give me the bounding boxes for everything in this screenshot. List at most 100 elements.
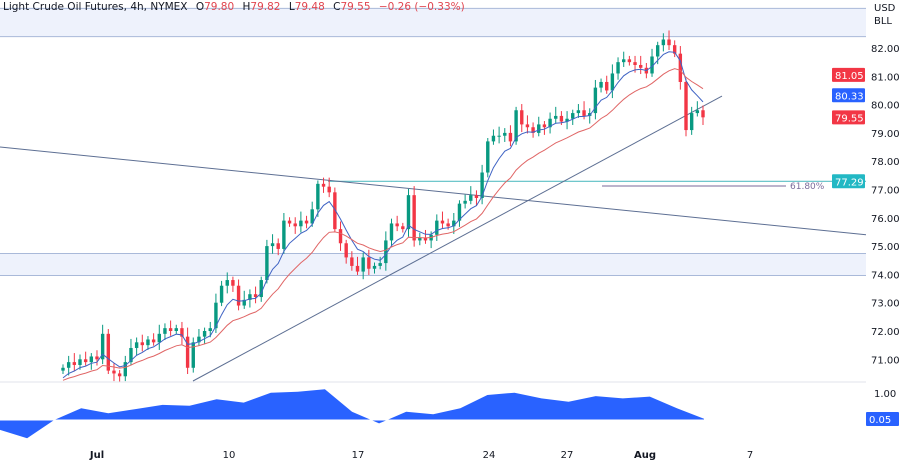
candle-body bbox=[214, 302, 218, 329]
candle-body bbox=[253, 294, 258, 298]
candle-body bbox=[525, 124, 530, 128]
last-price-tag-bg bbox=[832, 110, 865, 125]
candle-body bbox=[661, 39, 666, 46]
price-tick: 74.00 bbox=[871, 270, 900, 281]
candle-body bbox=[361, 257, 365, 272]
change-value: −0.26 (−0.33%) bbox=[378, 1, 465, 13]
last-price-tag: 79.55 bbox=[835, 113, 864, 124]
candle-body bbox=[514, 110, 518, 142]
candle-body bbox=[72, 362, 77, 365]
price-tick: 82.00 bbox=[871, 44, 900, 55]
candle-body bbox=[508, 132, 513, 142]
candle-body bbox=[378, 263, 382, 266]
date-tick: 17 bbox=[352, 450, 365, 461]
ma-fast-price-tag: 80.33 bbox=[835, 91, 864, 102]
candle-body bbox=[180, 328, 184, 337]
price-zone bbox=[0, 253, 866, 276]
candle-body bbox=[327, 186, 331, 193]
candle-body bbox=[282, 220, 286, 249]
candle-body bbox=[355, 265, 360, 272]
candle-body bbox=[236, 285, 241, 306]
candle-body bbox=[350, 257, 354, 266]
candle-body bbox=[61, 367, 65, 371]
candle-body bbox=[344, 243, 348, 258]
candle-body bbox=[89, 356, 94, 363]
candle-body bbox=[463, 200, 467, 204]
candle-body bbox=[123, 362, 128, 377]
date-tick: 7 bbox=[747, 450, 753, 461]
candle-body bbox=[531, 127, 535, 133]
low-number: 79.48 bbox=[294, 1, 325, 13]
oscillator-value-tag-bg bbox=[866, 412, 899, 426]
candle-body bbox=[384, 240, 388, 264]
candle-body bbox=[316, 183, 320, 210]
price-tick: 73.00 bbox=[871, 299, 900, 310]
candle-body bbox=[163, 328, 167, 334]
candle-body bbox=[293, 223, 297, 227]
candle-body bbox=[168, 328, 173, 331]
candle-body bbox=[129, 347, 133, 363]
candle-body bbox=[174, 328, 178, 331]
candle-body bbox=[695, 110, 700, 114]
candle-body bbox=[140, 342, 144, 346]
date-tick: 27 bbox=[561, 450, 574, 461]
candle-body bbox=[265, 246, 269, 281]
candle-body bbox=[310, 209, 314, 224]
date-tick: 10 bbox=[223, 450, 236, 461]
candle-body bbox=[593, 87, 598, 114]
candle-body bbox=[537, 124, 541, 133]
candle-body bbox=[208, 328, 212, 331]
candles bbox=[61, 30, 705, 383]
open-label: O bbox=[195, 1, 205, 13]
price-tick: 75.00 bbox=[871, 242, 900, 253]
oscillator-pane bbox=[0, 381, 866, 439]
candle-body bbox=[248, 294, 252, 300]
candle-body bbox=[440, 220, 445, 224]
level-price-tag: 77.29 bbox=[835, 177, 864, 188]
candle-body bbox=[83, 359, 88, 363]
candle-body bbox=[395, 223, 399, 227]
candle-body bbox=[486, 141, 490, 173]
candle-body bbox=[503, 132, 507, 136]
candle-body bbox=[497, 135, 501, 137]
candle-body bbox=[520, 110, 524, 125]
price-tick: 78.00 bbox=[871, 157, 900, 168]
descending-trendline bbox=[0, 146, 867, 236]
candle-body bbox=[435, 220, 439, 235]
candle-body bbox=[480, 172, 484, 198]
candle-body bbox=[701, 110, 705, 118]
candle-body bbox=[605, 81, 609, 91]
candle-body bbox=[418, 237, 422, 241]
candle-body bbox=[638, 64, 643, 68]
date-tick: Jul bbox=[89, 450, 104, 461]
candle-body bbox=[372, 265, 377, 269]
candle-body bbox=[457, 203, 462, 221]
candle-body bbox=[106, 333, 111, 371]
candle-body bbox=[333, 192, 337, 230]
candle-body bbox=[95, 356, 99, 360]
candle-body bbox=[622, 59, 626, 63]
price-axis[interactable]: USD BLL bbox=[866, 0, 900, 463]
candle-body bbox=[197, 336, 201, 343]
fib-level-label: 61.80% bbox=[790, 182, 825, 192]
slow-moving-average bbox=[62, 68, 704, 381]
candle-body bbox=[185, 336, 190, 368]
candle-body bbox=[599, 81, 603, 88]
candle-body bbox=[406, 195, 411, 230]
oscillator-area bbox=[0, 389, 704, 439]
candle-body bbox=[66, 362, 71, 368]
ascending-trendline bbox=[192, 95, 723, 382]
price-tick: 81.00 bbox=[871, 72, 900, 83]
ma-slow-price-tag: 81.05 bbox=[835, 71, 864, 82]
candle-body bbox=[423, 237, 428, 241]
candle-body bbox=[338, 229, 343, 244]
level-price-tag-bg bbox=[832, 174, 865, 189]
symbol-title: Light Crude Oil Futures, 4h, NYMEX bbox=[3, 1, 188, 13]
ma-fast-price-tag-bg bbox=[832, 88, 865, 103]
high-value: H79.82 bbox=[243, 1, 281, 13]
candle-body bbox=[588, 113, 592, 116]
candle-body bbox=[219, 285, 224, 303]
price-tick: 80.00 bbox=[871, 101, 900, 112]
candle-body bbox=[112, 370, 116, 374]
